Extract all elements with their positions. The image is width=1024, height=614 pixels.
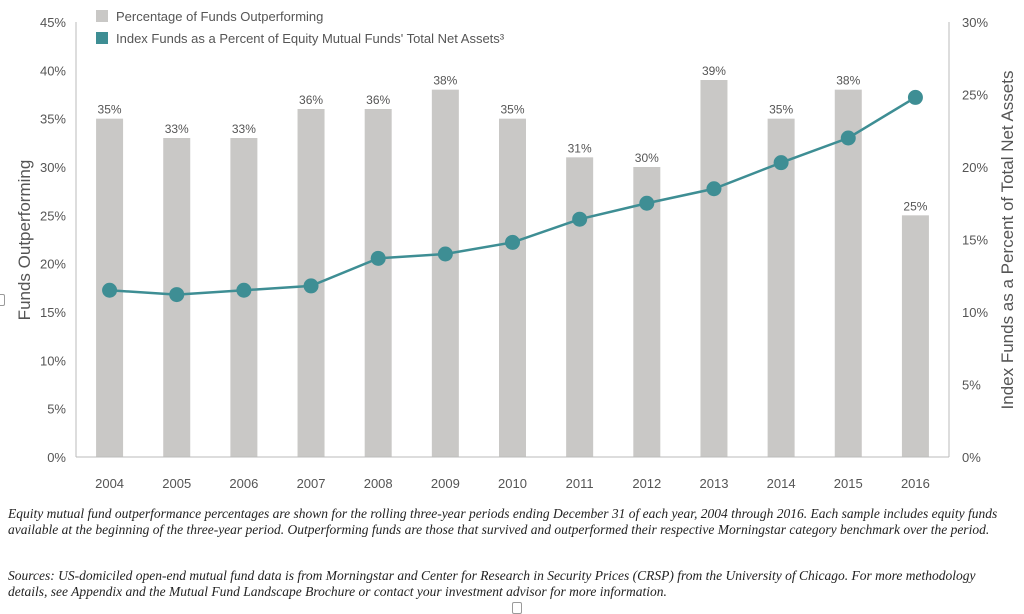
bar-data-label: 33% <box>165 122 189 136</box>
line-point <box>773 155 789 171</box>
y2-tick-label: 25% <box>962 88 988 103</box>
y-tick-label: 25% <box>40 208 66 223</box>
line-point <box>437 246 453 262</box>
x-tick-label: 2004 <box>95 476 124 491</box>
bar <box>566 157 594 458</box>
x-tick-label: 2015 <box>834 476 863 491</box>
x-tick-label: 2011 <box>566 476 594 491</box>
bar-data-label: 38% <box>836 74 860 88</box>
bar-data-label: 39% <box>702 64 726 78</box>
y-tick-label: 20% <box>40 257 66 272</box>
x-tick-label: 2008 <box>364 476 393 491</box>
x-tick-label: 2005 <box>162 476 191 491</box>
line-point <box>639 195 655 211</box>
bar-data-label: 35% <box>500 103 524 117</box>
legend-swatch-bars <box>96 10 108 22</box>
y2-tick-label: 5% <box>962 378 981 393</box>
sources-footnote: Sources: US-domiciled open-end mutual fu… <box>8 568 976 599</box>
x-tick-label: 2006 <box>229 476 258 491</box>
line-point <box>840 130 856 146</box>
y-tick-label: 35% <box>40 112 66 127</box>
bar-data-label: 33% <box>232 122 256 136</box>
right-axis-ticks: 0% 5% 10% 15% 20% 25% 30% <box>962 15 988 465</box>
bar-series <box>96 80 929 458</box>
y2-tick-label: 15% <box>962 233 988 248</box>
edge-marker-left <box>0 294 5 306</box>
line-point <box>236 282 252 298</box>
y-tick-label: 10% <box>40 353 66 368</box>
x-tick-label: 2010 <box>498 476 527 491</box>
legend-label-bars: Percentage of Funds Outperforming <box>116 9 323 24</box>
bar-data-label: 38% <box>433 74 457 88</box>
x-tick-label: 2007 <box>297 476 326 491</box>
line-point <box>303 278 319 294</box>
bar <box>700 80 728 457</box>
bar-data-label: 25% <box>903 199 927 213</box>
bar-data-labels: 35% 33% 33% 36% 36% 38% 35% 31% 30% 39% 35% 38% 25% <box>98 64 928 213</box>
bar-data-label: 31% <box>568 141 592 155</box>
y2-tick-label: 0% <box>962 450 981 465</box>
legend: Percentage of Funds Outperforming Index … <box>96 9 505 46</box>
x-tick-label: 2012 <box>632 476 661 491</box>
y-tick-label: 30% <box>40 160 66 175</box>
y-tick-label: 45% <box>40 15 66 30</box>
combo-chart: 0% 5% 10% 15% 20% 25% 30% 35% 40% 45% 0% 5% 10% 15% 2… <box>15 9 1017 491</box>
x-axis-ticks: 2004 2005 2006 2007 2008 2009 2010 2011 2012 2013… <box>95 476 930 491</box>
line-point <box>907 89 923 105</box>
bar <box>901 215 929 457</box>
y-axis-title: Funds Outperforming <box>15 160 34 321</box>
bar <box>834 89 862 458</box>
x-tick-label: 2014 <box>767 476 796 491</box>
line-point <box>102 282 118 298</box>
y2-tick-label: 10% <box>962 305 988 320</box>
y-tick-label: 40% <box>40 63 66 78</box>
line-point <box>370 250 386 266</box>
legend-swatch-line <box>96 32 108 44</box>
bar <box>364 109 392 457</box>
y-tick-label: 15% <box>40 305 66 320</box>
line-point <box>505 234 520 250</box>
bar <box>633 167 661 457</box>
y-tick-label: 0% <box>47 450 66 465</box>
bar-data-label: 35% <box>98 103 122 117</box>
left-axis-ticks: 0% 5% 10% 15% 20% 25% 30% 35% 40% 45% <box>40 15 66 465</box>
bar-data-label: 30% <box>635 151 659 165</box>
line-point <box>572 211 588 227</box>
bar-data-label: 36% <box>299 93 323 107</box>
line-series <box>102 89 923 303</box>
bar <box>499 118 526 458</box>
x-tick-label: 2009 <box>431 476 460 491</box>
y2-tick-label: 30% <box>962 15 988 30</box>
line-point <box>706 181 722 197</box>
methodology-footnote: Equity mutual fund outperformance percen… <box>8 506 998 537</box>
x-tick-label: 2016 <box>901 476 930 491</box>
y2-tick-label: 20% <box>962 160 988 175</box>
legend-label-line: Index Funds as a Percent of Equity Mutua… <box>116 31 505 46</box>
x-tick-label: 2013 <box>700 476 729 491</box>
bar-data-label: 36% <box>366 93 390 107</box>
edge-marker-bottom <box>512 602 522 614</box>
bar <box>767 118 795 458</box>
bar-data-label: 35% <box>769 103 793 117</box>
y-tick-label: 5% <box>47 402 66 417</box>
line-point <box>169 287 185 303</box>
bar <box>431 89 459 458</box>
y2-axis-title: Index Funds as a Percent of Total Net As… <box>998 71 1017 410</box>
